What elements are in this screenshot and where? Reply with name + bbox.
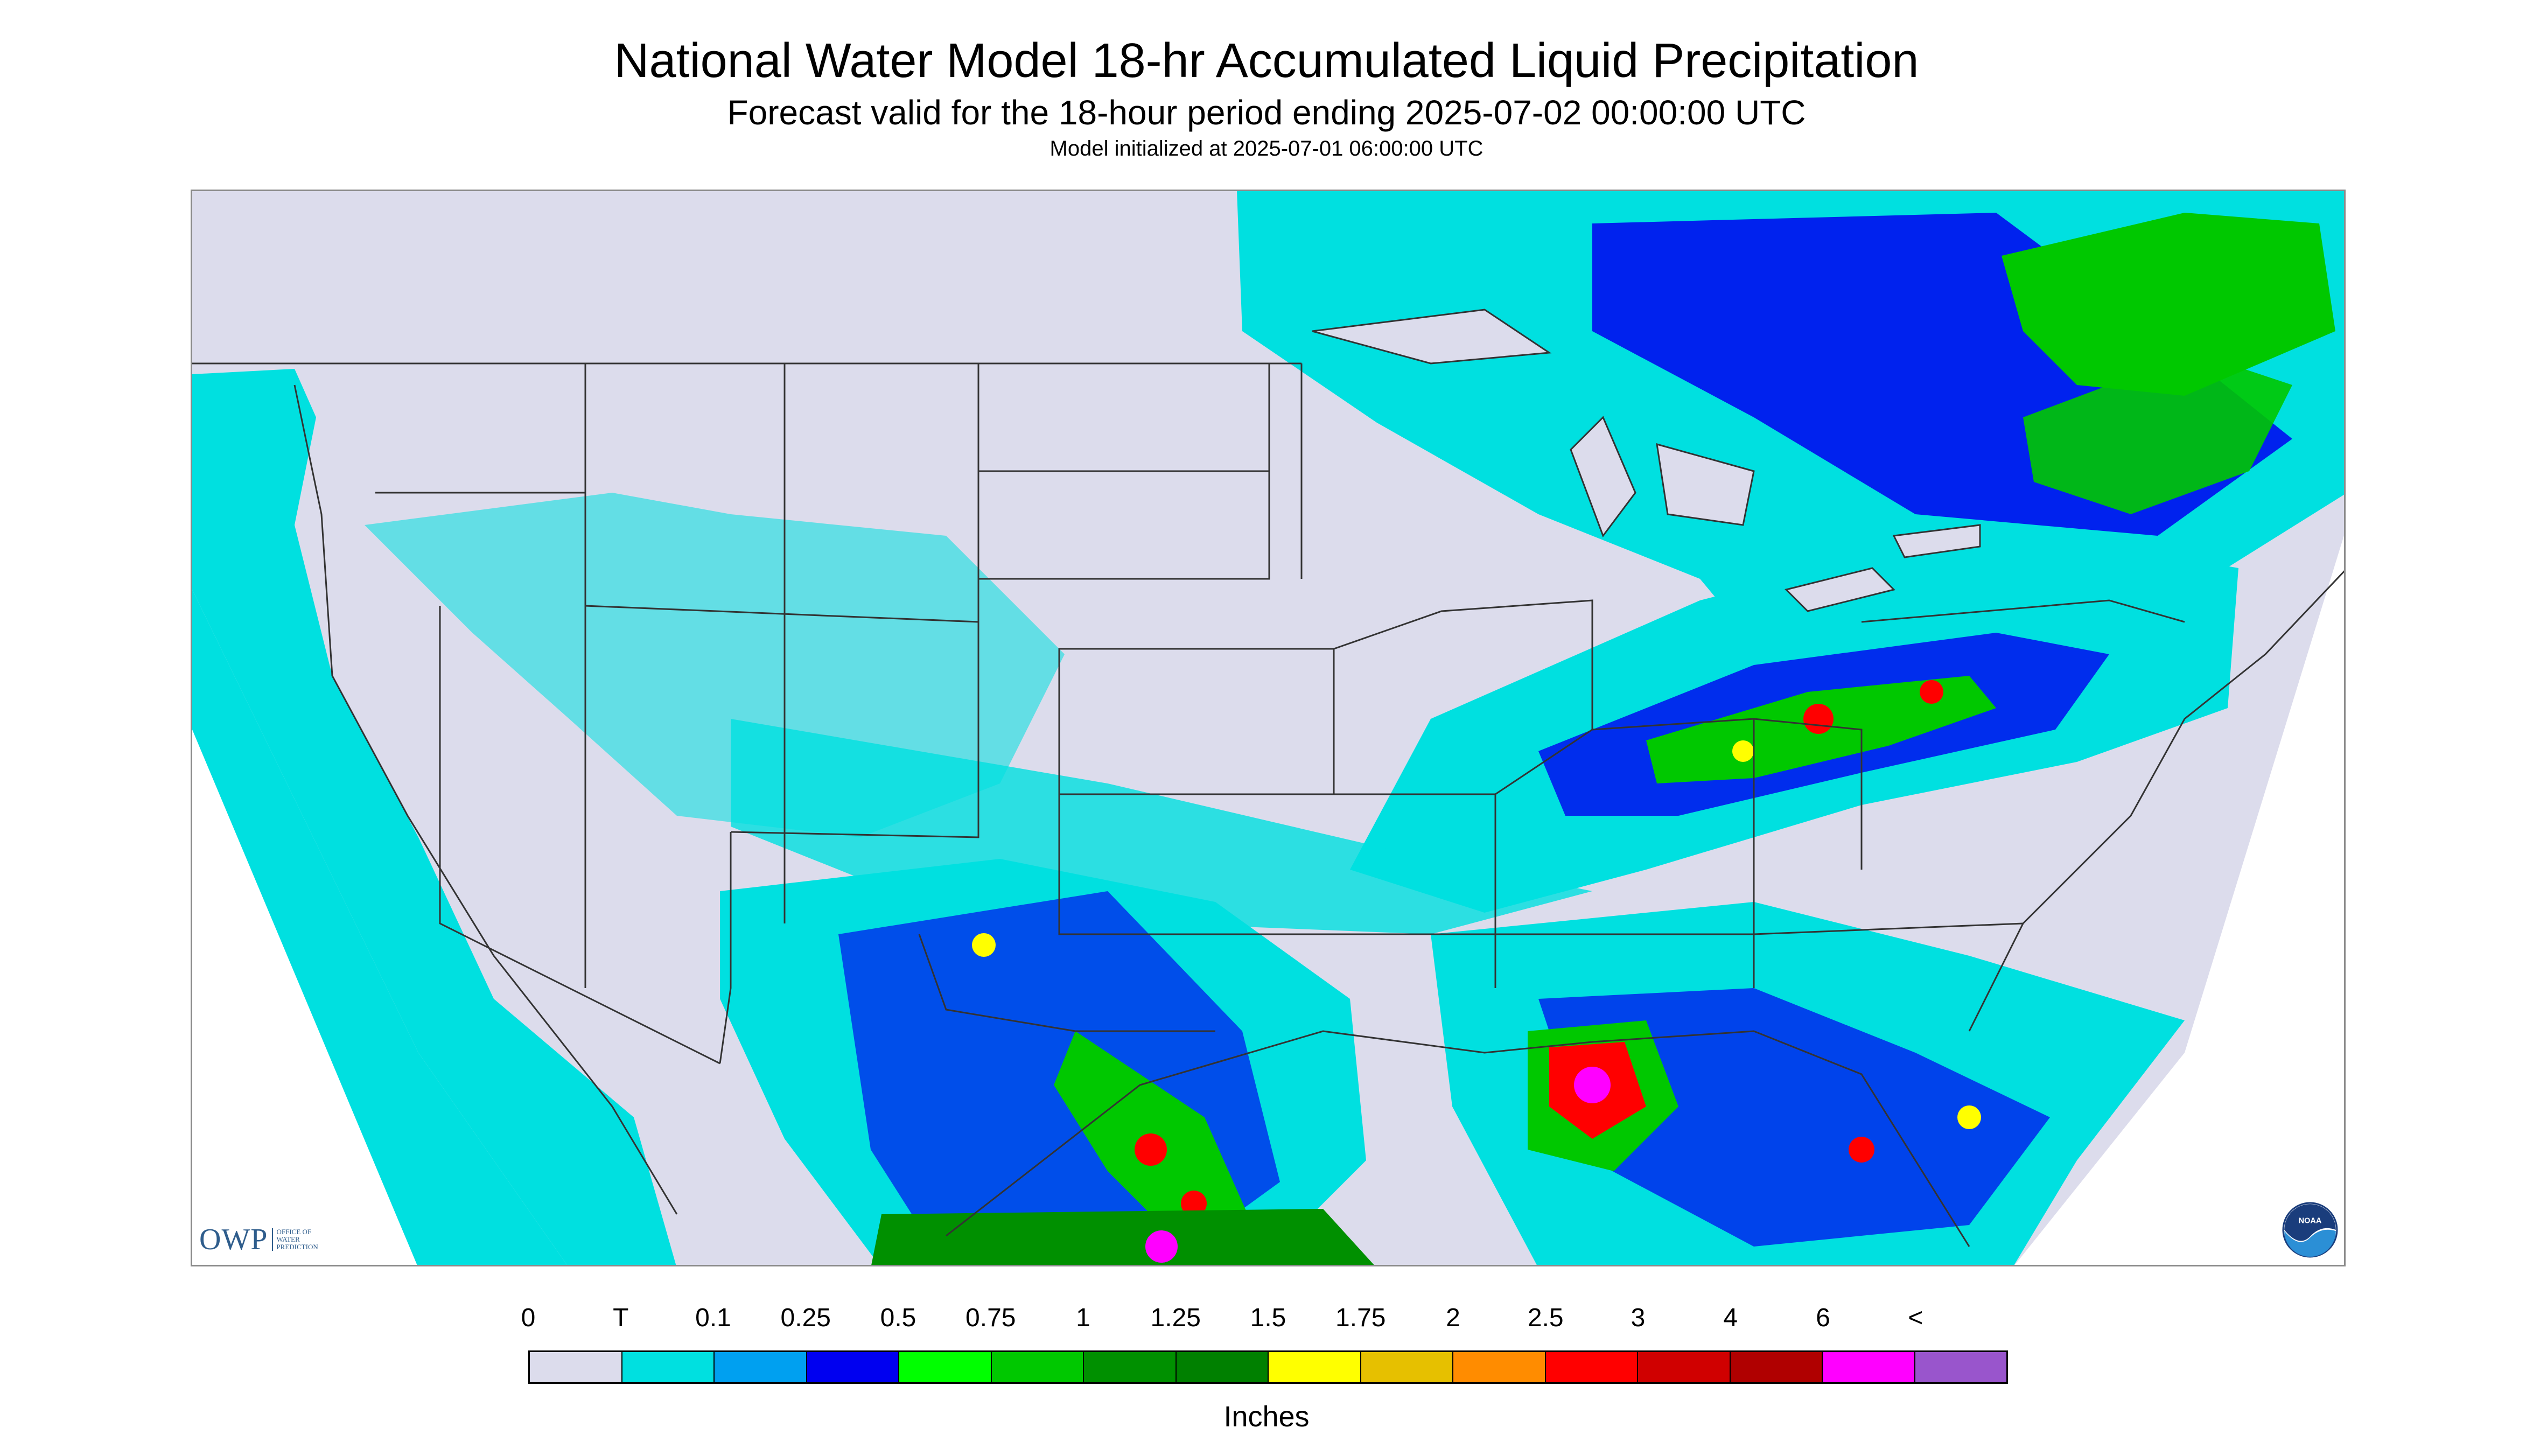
legend-tick-label: 1.75 — [1335, 1304, 1386, 1332]
precipitation-map — [191, 190, 2346, 1266]
map-title: National Water Model 18-hr Accumulated L… — [614, 34, 1919, 88]
legend-tick-label: 4 — [1723, 1304, 1738, 1332]
legend-swatch — [1361, 1352, 1453, 1382]
legend-swatch — [622, 1352, 715, 1382]
front-red-cell — [1803, 704, 1834, 734]
map-canvas — [192, 191, 2344, 1265]
legend-swatch — [807, 1352, 899, 1382]
front-yellow-cell — [1732, 740, 1754, 762]
atlantic-coast — [1968, 570, 2344, 1032]
legend-swatch — [1176, 1352, 1269, 1382]
legend-tick-labels: 0 T 0.1 0.25 0.5 0.75 1 1.25 1.5 1.75 2 2.5 3 4 6 < — [521, 1303, 2008, 1335]
legend-tick-label: 2.5 — [1527, 1304, 1564, 1332]
canada-green-band-2 — [2023, 353, 2292, 514]
southeast-medium — [1538, 988, 2050, 1247]
coastline — [293, 384, 678, 1215]
legend-tick-label: 1.5 — [1250, 1304, 1286, 1332]
florida-red-cell — [1849, 1137, 1874, 1163]
state-boundaries — [192, 362, 2185, 1065]
model-init-line: Model initialized at 2025-07-01 06:00:00… — [1049, 137, 1484, 160]
legend-tick-label: 2 — [1446, 1304, 1460, 1332]
legend-tick-label: 1.25 — [1150, 1304, 1201, 1332]
texas-yellow-cell — [972, 933, 996, 957]
mexico-heavy — [871, 1209, 1374, 1265]
noaa-logo-text: NOAA — [2299, 1217, 2322, 1226]
legend-swatch — [991, 1352, 1084, 1382]
owp-logo-text: OWP — [199, 1223, 268, 1256]
legend-tick-label: 6 — [1816, 1304, 1830, 1332]
legend-swatch — [1453, 1352, 1546, 1382]
owp-logo-subtext: OFFICE OF WATER PREDICTION — [272, 1228, 335, 1251]
legend-swatch — [1915, 1352, 2006, 1382]
precip-legend: 0 T 0.1 0.25 0.5 0.75 1 1.25 1.5 1.75 2 2.5 3 4 6 < — [521, 1303, 2008, 1411]
legend-tick-label: 0.25 — [780, 1304, 831, 1332]
legend-swatch — [530, 1352, 622, 1382]
texas-red-cell — [1135, 1133, 1167, 1166]
legend-swatch — [1269, 1352, 1361, 1382]
pacific-trace-band — [192, 369, 676, 1265]
texas-red-cell-2 — [1181, 1191, 1207, 1216]
legend-swatch — [1084, 1352, 1177, 1382]
legend-tick-label: 0.75 — [965, 1304, 1016, 1332]
legend-tick-label: 0.5 — [880, 1304, 916, 1332]
gulf-magenta-cell — [1574, 1067, 1611, 1103]
mexico-magenta-cell — [1145, 1230, 1178, 1263]
florida-yellow-cell — [1957, 1105, 1981, 1129]
pacific-trace-band-outer — [192, 590, 567, 1265]
great-lakes — [1312, 309, 1981, 612]
legend-color-bar — [528, 1350, 2008, 1384]
legend-units: Inches — [1223, 1401, 1310, 1433]
owp-logo: OWP OFFICE OF WATER PREDICTION — [199, 1223, 335, 1256]
legend-tick-label: 0.1 — [695, 1304, 731, 1332]
legend-swatch — [1545, 1352, 1638, 1382]
legend-swatch — [899, 1352, 992, 1382]
map-subtitle: Forecast valid for the 18-hour period en… — [727, 93, 1806, 132]
legend-tick-label: T — [613, 1304, 629, 1332]
legend-tick-label: 0 — [521, 1304, 536, 1332]
gulf-coast — [946, 1030, 1970, 1247]
canada-green-band — [2002, 213, 2335, 396]
legend-tick-label: 3 — [1631, 1304, 1646, 1332]
front-red-cell-2 — [1920, 680, 1943, 704]
legend-tick-label: < — [1908, 1304, 1923, 1332]
legend-tick-label: 1 — [1076, 1304, 1090, 1332]
legend-swatch — [1823, 1352, 1915, 1382]
legend-swatch — [1730, 1352, 1823, 1382]
legend-swatch — [715, 1352, 807, 1382]
noaa-logo: NOAA — [2282, 1202, 2338, 1258]
legend-swatch — [1638, 1352, 1731, 1382]
